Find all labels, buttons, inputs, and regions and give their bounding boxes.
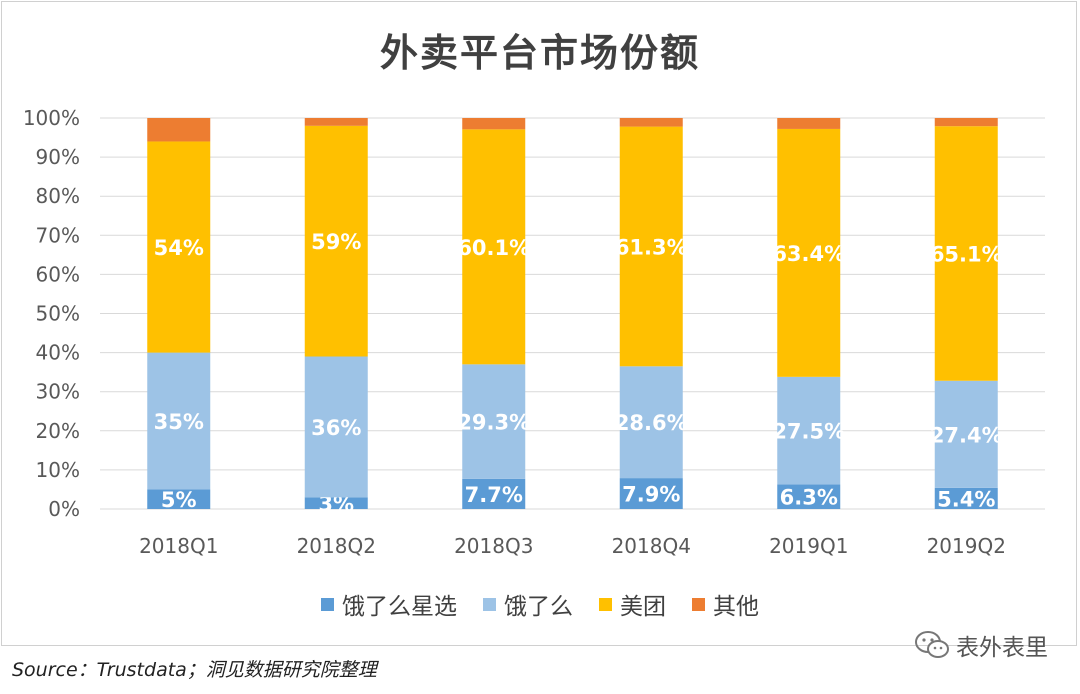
data-label: 60.1%	[457, 236, 530, 260]
watermark: 表外表里	[914, 628, 1048, 662]
legend-swatch	[599, 597, 612, 611]
data-label: 35%	[154, 410, 204, 434]
bar-segment	[619, 126, 683, 367]
legend-label: 美团	[620, 594, 666, 620]
bar-segment	[934, 118, 998, 127]
data-label: 29.3%	[457, 411, 530, 435]
bar-segment	[777, 118, 841, 129]
y-tick-label: 20%	[36, 419, 80, 443]
bar-segment	[619, 366, 683, 479]
source-note: Source：Trustdata；洞见数据研究院整理	[12, 659, 377, 681]
x-tick-label: 2018Q3	[454, 534, 533, 558]
data-label: 65.1%	[930, 242, 1003, 266]
bar-segment	[147, 489, 211, 509]
chart-title: 外卖平台市场份额	[379, 31, 700, 75]
bar-segment	[777, 484, 841, 509]
data-label: 7.9%	[622, 483, 680, 507]
y-tick-label: 70%	[36, 223, 80, 247]
bar-segment	[934, 380, 998, 488]
y-tick-label: 30%	[36, 380, 80, 404]
x-tick-label: 2018Q4	[612, 534, 691, 558]
y-tick-label: 10%	[36, 458, 80, 482]
legend-swatch	[692, 597, 705, 611]
bar-segment	[304, 125, 368, 357]
wechat-icon	[914, 630, 950, 660]
bar-segment	[304, 356, 368, 498]
bar-segment	[304, 118, 368, 126]
stacked-bar-chart: 0% 10% 20% 30% 40% 50% 60% 70% 80% 90% 100% 5% 35% 54…	[23, 106, 1045, 558]
bar-segment	[147, 352, 211, 490]
x-tick-label: 2018Q2	[297, 534, 376, 558]
bar-segment	[619, 478, 683, 509]
bar-segment	[462, 129, 526, 365]
y-tick-label: 0%	[48, 497, 80, 521]
legend-item: 其他	[692, 587, 759, 621]
data-label: 54%	[154, 236, 204, 260]
bar-segment	[147, 118, 211, 142]
bar-segment	[147, 141, 211, 353]
chart-legend: 饿了么星选 饿了么 美团 其他	[0, 587, 1080, 621]
x-tick-label: 2018Q1	[139, 534, 218, 558]
bar-segment	[462, 364, 526, 479]
bar-segment	[934, 126, 998, 381]
bar-segment	[934, 487, 998, 509]
data-label: 36%	[311, 416, 361, 440]
data-label: 61.3%	[615, 235, 688, 259]
data-label: 7.7%	[465, 483, 523, 507]
legend-item: 美团	[599, 587, 666, 621]
legend-swatch	[483, 597, 496, 611]
bar-segment	[462, 478, 526, 509]
legend-label: 其他	[713, 594, 759, 620]
data-label: 59%	[311, 230, 361, 254]
legend-item: 饿了么星选	[321, 587, 457, 621]
legend-label: 饿了么星选	[342, 594, 457, 620]
bar-segment	[619, 118, 683, 127]
y-tick-label: 90%	[36, 145, 80, 169]
x-tick-label: 2019Q1	[769, 534, 848, 558]
data-label: 5.4%	[937, 487, 995, 511]
bar-segment	[777, 376, 841, 485]
bar-segment	[777, 128, 841, 377]
bar-segment	[462, 118, 526, 130]
watermark-text: 表外表里	[956, 635, 1048, 661]
y-tick-label: 50%	[36, 302, 80, 326]
bar-segment	[304, 497, 368, 509]
y-tick-label: 100%	[23, 106, 80, 130]
y-tick-label: 40%	[36, 341, 80, 365]
legend-item: 饿了么	[483, 587, 573, 621]
data-label: 5%	[161, 488, 197, 512]
data-label: 27.5%	[772, 420, 845, 444]
data-label: 6.3%	[780, 486, 838, 510]
y-tick-label: 80%	[36, 184, 80, 208]
y-tick-label: 60%	[36, 262, 80, 286]
legend-label: 饿了么	[504, 594, 573, 620]
legend-swatch	[321, 597, 334, 611]
data-label: 28.6%	[615, 411, 688, 435]
x-tick-label: 2019Q2	[927, 534, 1006, 558]
data-label: 27.4%	[930, 423, 1003, 447]
data-label: 63.4%	[772, 242, 845, 266]
